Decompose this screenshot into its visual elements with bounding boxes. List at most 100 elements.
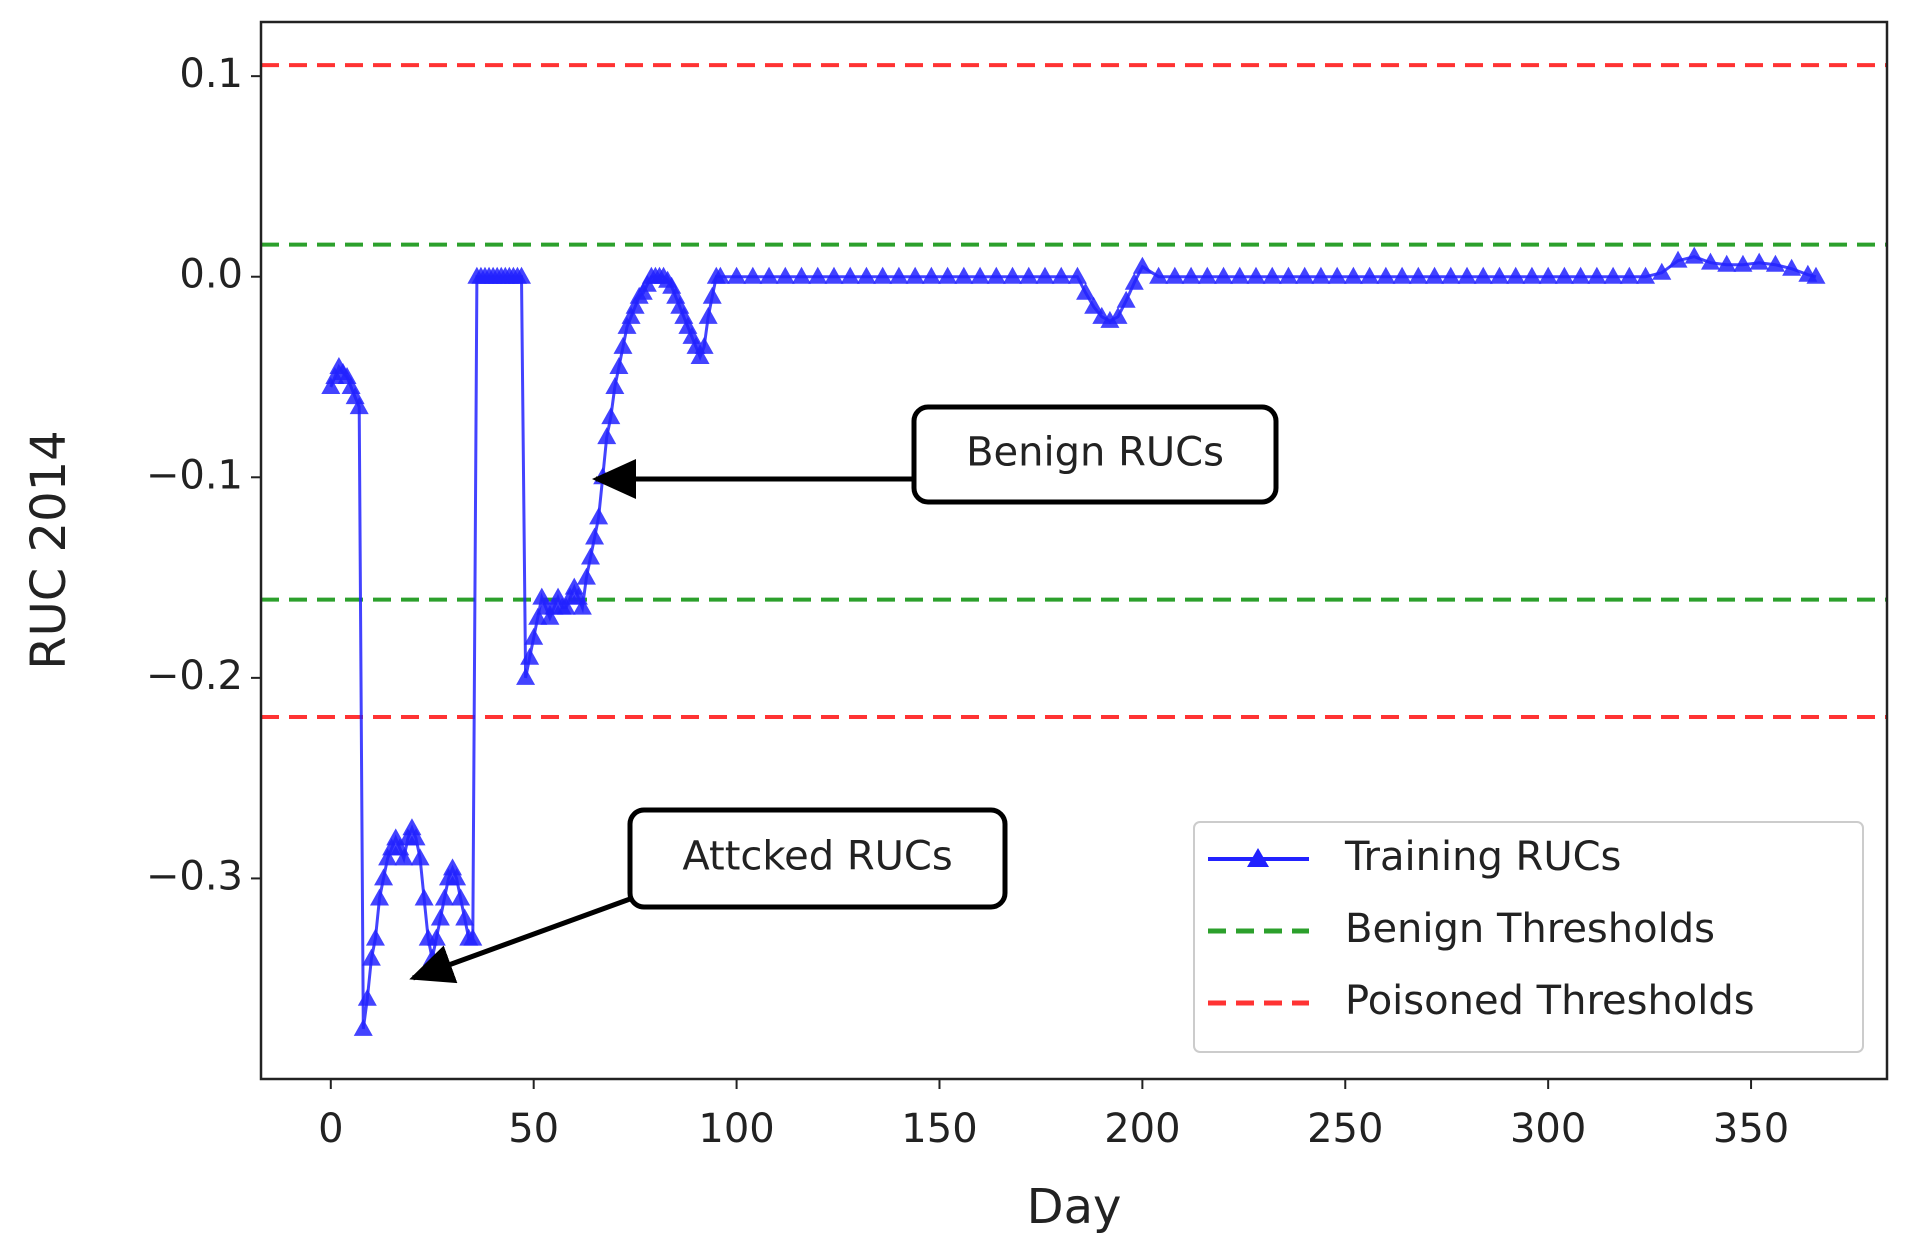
marker (1360, 266, 1380, 284)
marker (581, 547, 601, 565)
x-tick-label: 300 (1510, 1106, 1586, 1152)
marker (1230, 266, 1250, 284)
marker (1132, 256, 1152, 274)
marker (1733, 254, 1753, 272)
marker (597, 427, 617, 445)
y-tick-label: −0.1 (146, 452, 243, 498)
marker (572, 597, 592, 615)
marker (1181, 266, 1201, 284)
marker (1124, 272, 1144, 290)
marker (353, 1018, 373, 1036)
marker (1035, 266, 1055, 284)
marker (357, 988, 377, 1006)
marker (808, 266, 828, 284)
marker (775, 266, 795, 284)
marker (759, 266, 779, 284)
marker (520, 647, 540, 665)
marker (512, 266, 532, 284)
marker (1392, 266, 1412, 284)
marker (463, 928, 483, 946)
marker (727, 266, 747, 284)
y-tick-label: 0.0 (179, 252, 243, 298)
marker (1149, 266, 1169, 284)
marker (1343, 266, 1363, 284)
marker (1668, 250, 1688, 268)
marker (1197, 266, 1217, 284)
x-tick-label: 200 (1104, 1106, 1180, 1152)
marker (434, 888, 454, 906)
plot-area (261, 63, 1887, 1036)
marker (1538, 266, 1558, 284)
x-tick-label: 150 (901, 1106, 977, 1152)
marker (1278, 266, 1298, 284)
marker (1765, 254, 1785, 272)
marker (414, 888, 434, 906)
marker (1295, 266, 1315, 284)
marker (406, 828, 426, 846)
marker (1003, 266, 1023, 284)
x-tick-label: 350 (1713, 1106, 1789, 1152)
marker (1587, 266, 1607, 284)
marker (921, 266, 941, 284)
marker (840, 266, 860, 284)
legend-label: Training RUCs (1344, 834, 1621, 880)
marker (873, 266, 893, 284)
marker (1652, 262, 1672, 280)
marker (1425, 266, 1445, 284)
marker (349, 397, 369, 415)
marker (1051, 266, 1071, 284)
marker (986, 266, 1006, 284)
marker (443, 858, 463, 876)
x-tick-label: 100 (698, 1106, 774, 1152)
marker (743, 266, 763, 284)
y-axis-label: RUC 2014 (21, 430, 77, 669)
marker (710, 266, 730, 284)
marker (1806, 266, 1826, 284)
marker (1246, 266, 1266, 284)
marker (889, 266, 909, 284)
marker (1636, 266, 1656, 284)
marker (1311, 266, 1331, 284)
marker (374, 868, 394, 886)
annotation-text: Benign RUCs (966, 430, 1224, 476)
marker (430, 908, 450, 926)
marker (455, 908, 475, 926)
marker (613, 336, 633, 354)
x-tick-label: 50 (508, 1106, 559, 1152)
marker (447, 868, 467, 886)
marker (1619, 266, 1639, 284)
marker (1717, 254, 1737, 272)
marker (954, 266, 974, 284)
marker (690, 346, 710, 364)
marker (702, 286, 722, 304)
marker (1214, 266, 1234, 284)
marker (1457, 266, 1477, 284)
y-tick-label: −0.3 (146, 853, 243, 899)
marker (856, 266, 876, 284)
marker (1084, 296, 1104, 314)
marker (1684, 246, 1704, 264)
marker (1554, 266, 1574, 284)
marker (524, 627, 544, 645)
marker (593, 467, 613, 485)
marker (1116, 290, 1136, 308)
marker (1603, 266, 1623, 284)
marker (1076, 282, 1096, 300)
annotation-box (627, 807, 1008, 910)
marker (1441, 266, 1461, 284)
legend-label: Benign Thresholds (1345, 906, 1715, 952)
marker (605, 377, 625, 395)
annotation-text: Attcked RUCs (682, 834, 952, 880)
marker (698, 306, 718, 324)
marker (601, 407, 621, 425)
marker (1067, 266, 1087, 284)
marker (528, 607, 548, 625)
marker (621, 306, 641, 324)
marker (625, 296, 645, 314)
marker (1571, 266, 1591, 284)
marker (378, 848, 398, 866)
y-tick-label: 0.1 (179, 51, 243, 97)
marker (905, 266, 925, 284)
marker (422, 948, 442, 966)
